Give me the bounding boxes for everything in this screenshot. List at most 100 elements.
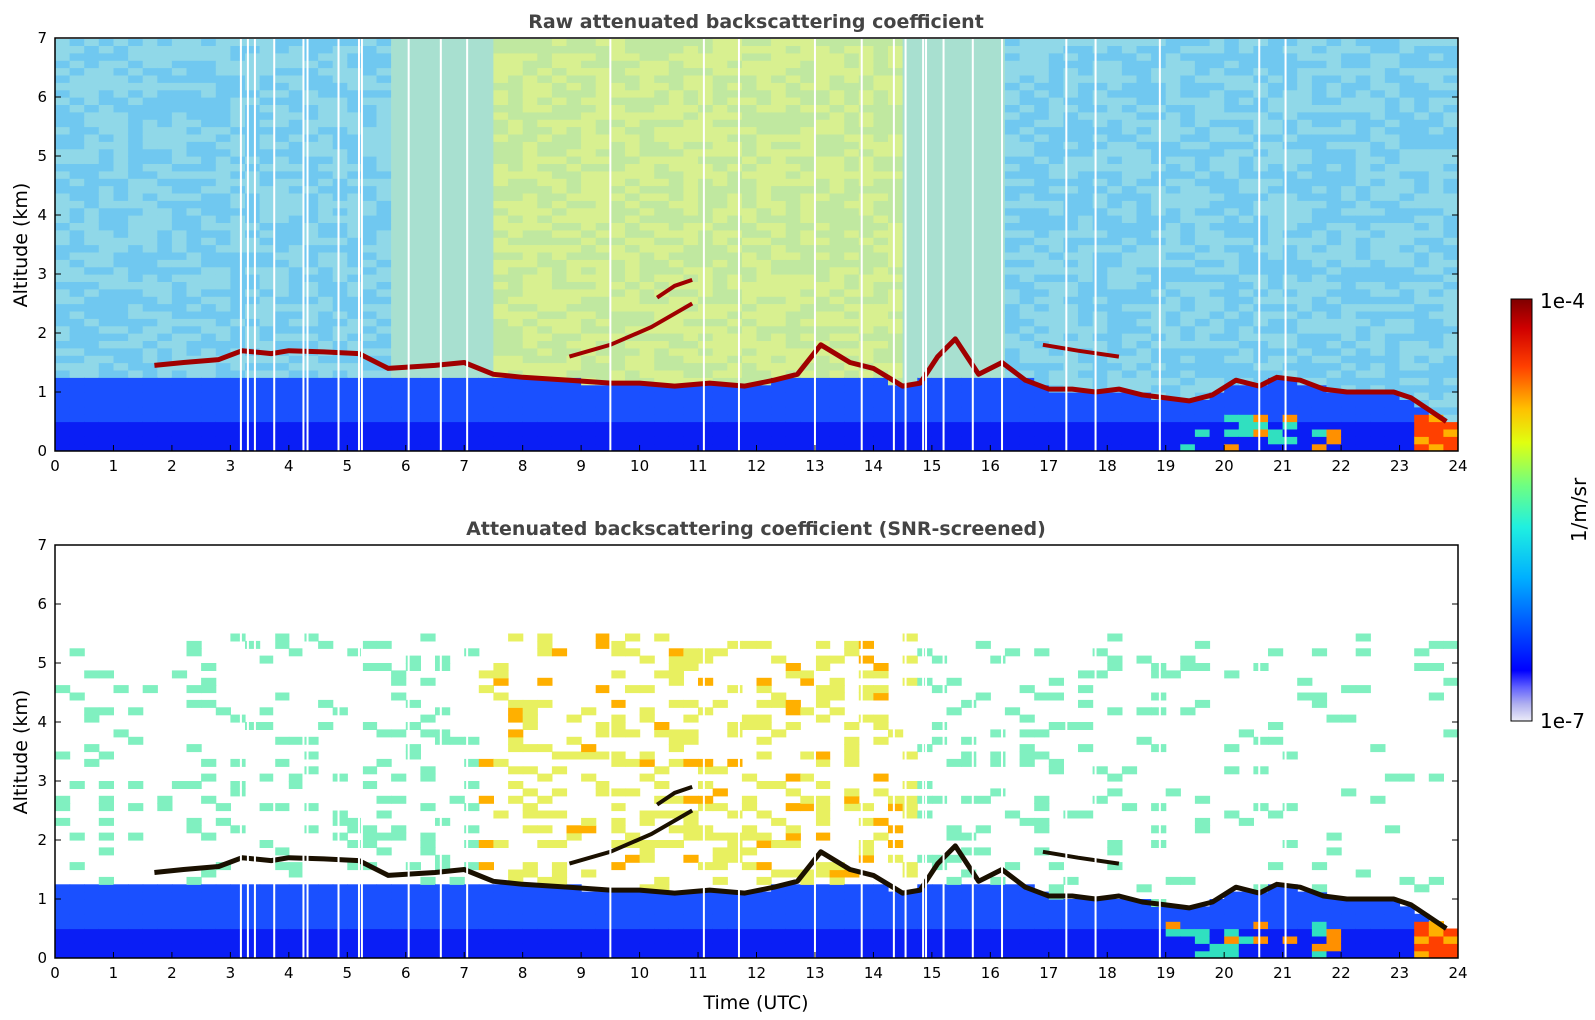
heatmap-cell bbox=[142, 414, 158, 423]
heatmap-cell bbox=[727, 303, 743, 312]
heatmap-cell bbox=[639, 229, 655, 238]
heatmap-cell bbox=[171, 207, 188, 216]
heatmap-cell bbox=[435, 207, 451, 216]
heatmap-cell bbox=[84, 399, 100, 408]
heatmap-cell bbox=[405, 369, 421, 378]
heatmap-cell bbox=[420, 266, 436, 275]
heatmap-cell bbox=[1224, 421, 1240, 430]
heatmap-cell bbox=[303, 141, 319, 150]
heatmap-cell bbox=[1034, 178, 1050, 187]
heatmap-cell bbox=[946, 229, 962, 238]
heatmap-cell bbox=[1238, 82, 1254, 91]
heatmap-cell bbox=[625, 421, 641, 430]
heatmap-cell bbox=[347, 215, 363, 223]
heatmap-cell bbox=[1194, 156, 1211, 164]
heatmap-cell bbox=[1297, 45, 1313, 54]
heatmap-cell bbox=[274, 200, 290, 209]
heatmap-cell bbox=[668, 369, 684, 378]
heatmap-cell bbox=[84, 192, 100, 201]
heatmap-cell bbox=[1107, 215, 1123, 223]
heatmap-cell bbox=[1151, 406, 1167, 415]
heatmap-cell bbox=[1151, 318, 1167, 327]
heatmap-cell bbox=[566, 325, 582, 334]
heatmap-cell bbox=[771, 347, 787, 356]
heatmap-cell bbox=[1004, 119, 1021, 128]
heatmap-cell bbox=[800, 39, 816, 46]
heatmap-cell bbox=[990, 288, 1006, 297]
heatmap-cell bbox=[201, 362, 217, 371]
heatmap-cell bbox=[1180, 229, 1196, 238]
heatmap-cell bbox=[215, 288, 231, 297]
heatmap-cell bbox=[961, 421, 977, 430]
heatmap-cell bbox=[376, 377, 392, 386]
heatmap-cell bbox=[391, 251, 407, 260]
heatmap-cell bbox=[391, 185, 407, 194]
heatmap-cell bbox=[639, 141, 655, 150]
heatmap-cell bbox=[361, 325, 378, 334]
heatmap-cell bbox=[332, 222, 348, 231]
heatmap-cell bbox=[142, 392, 158, 400]
heatmap-cell bbox=[318, 421, 334, 430]
heatmap-cell bbox=[537, 119, 553, 128]
heatmap-cell bbox=[668, 89, 684, 98]
heatmap-cell bbox=[1078, 67, 1094, 76]
heatmap-cell bbox=[844, 185, 860, 194]
heatmap-cell bbox=[902, 45, 918, 54]
heatmap-cell bbox=[873, 45, 889, 54]
heatmap-cell bbox=[508, 310, 524, 319]
heatmap-cell bbox=[318, 148, 334, 157]
heatmap-cell bbox=[201, 325, 217, 334]
heatmap-cell bbox=[888, 229, 904, 238]
heatmap-cell bbox=[391, 45, 407, 54]
heatmap-cell bbox=[741, 111, 758, 120]
heatmap-cell bbox=[84, 333, 100, 341]
heatmap-cell bbox=[1282, 251, 1298, 260]
heatmap-cell bbox=[201, 251, 217, 260]
heatmap-cell bbox=[493, 200, 509, 209]
heatmap-cell bbox=[1121, 60, 1138, 69]
heatmap-cell bbox=[1253, 384, 1269, 393]
heatmap-cell bbox=[230, 39, 246, 46]
heatmap-cell bbox=[800, 251, 816, 260]
heatmap-cell bbox=[1238, 148, 1254, 157]
heatmap-cell bbox=[391, 119, 407, 128]
heatmap-cell bbox=[1341, 362, 1357, 371]
heatmap-cell bbox=[625, 45, 641, 54]
heatmap-cell bbox=[1048, 111, 1064, 120]
heatmap-cell bbox=[800, 82, 816, 91]
heatmap-cell bbox=[931, 318, 948, 327]
heatmap-cell bbox=[815, 310, 831, 319]
heatmap-cell bbox=[478, 310, 494, 319]
heatmap-cell bbox=[1194, 384, 1211, 393]
heatmap-cell bbox=[508, 244, 524, 253]
heatmap-cell bbox=[1297, 281, 1313, 290]
heatmap-cell bbox=[1253, 163, 1269, 172]
heatmap-cell bbox=[771, 406, 787, 415]
heatmap-cell bbox=[858, 222, 874, 231]
heatmap-cell bbox=[888, 406, 904, 415]
heatmap-cell bbox=[1136, 45, 1152, 54]
heatmap-cell bbox=[1311, 178, 1328, 187]
heatmap-cell bbox=[1048, 414, 1064, 423]
heatmap-cell bbox=[142, 377, 158, 386]
heatmap-cell bbox=[1341, 436, 1357, 445]
heatmap-cell bbox=[756, 355, 772, 364]
heatmap-cell bbox=[274, 133, 290, 142]
heatmap-cell bbox=[961, 97, 977, 105]
heatmap-cell bbox=[288, 392, 304, 400]
heatmap-cell bbox=[391, 170, 407, 179]
heatmap-cell bbox=[931, 119, 948, 128]
heatmap-cell bbox=[873, 384, 889, 393]
heatmap-cell bbox=[683, 60, 699, 69]
heatmap-cell bbox=[405, 384, 421, 393]
heatmap-cell bbox=[712, 111, 728, 120]
heatmap-cell bbox=[785, 178, 801, 187]
heatmap-cell bbox=[1063, 192, 1079, 201]
heatmap-cell bbox=[318, 392, 334, 400]
heatmap-cell bbox=[683, 141, 699, 150]
heatmap-cell bbox=[931, 148, 948, 157]
heatmap-cell bbox=[551, 60, 568, 69]
heatmap-cell bbox=[1297, 318, 1313, 327]
heatmap-cell bbox=[230, 303, 246, 312]
heatmap-cell bbox=[113, 156, 129, 164]
